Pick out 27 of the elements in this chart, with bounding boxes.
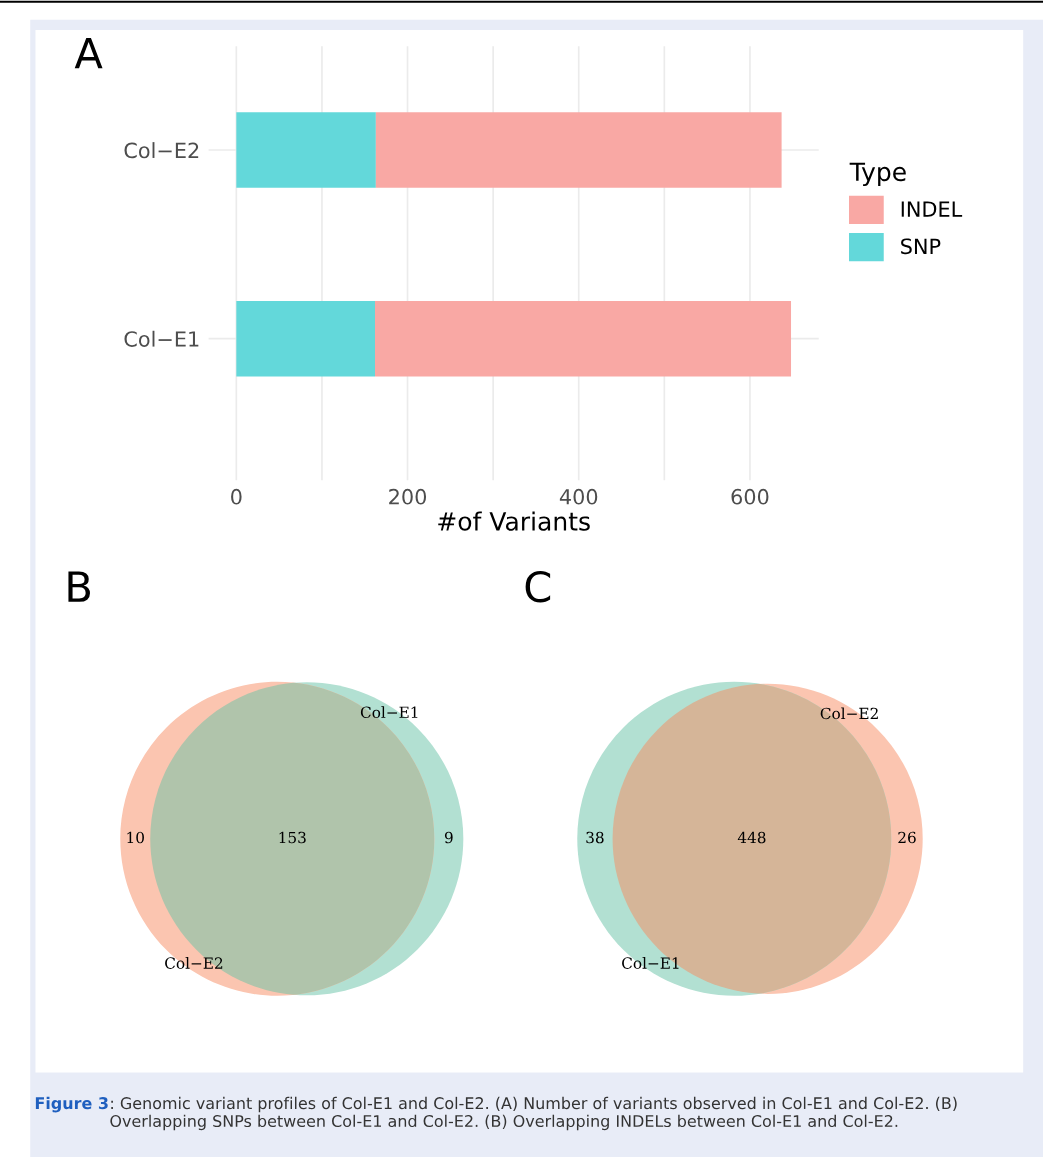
x-tick-label: 400 [559, 488, 598, 505]
bar [375, 112, 782, 188]
text: Col−E1 [622, 957, 679, 969]
x-tick-label: 600 [731, 488, 769, 505]
legend-title: Type [849, 162, 906, 187]
data-label: 9 [444, 831, 453, 844]
bar [375, 300, 792, 377]
text: Col−E1 [360, 706, 418, 719]
bar [236, 300, 376, 377]
text: C [525, 570, 551, 603]
caption: Figure 3 [35, 1096, 108, 1113]
text: Col−E2 [165, 957, 223, 969]
data-label: 448 [737, 831, 766, 844]
x-axis-title: #of Variants [438, 511, 590, 531]
x-tick-label: 0 [231, 488, 242, 505]
bar [236, 112, 376, 188]
chart-title: A [74, 37, 103, 69]
data-label: 153 [279, 831, 306, 844]
x-tick-label: 200 [389, 488, 427, 505]
legend-label: INDEL [901, 201, 963, 217]
text: B [68, 571, 90, 602]
text: Col−E2 [820, 707, 878, 720]
data-label: 10 [127, 831, 144, 844]
legend-label: SNP [901, 238, 941, 255]
data-label: 38 [586, 831, 604, 844]
data-label: 26 [898, 831, 916, 844]
text: : Genomic variant profiles of Col-E1 and Col-E2. (A) Number of variants observed in Col-E1 and Col-E2. (B) Overlapping SNPs between Col-E1 and Col-E2. (B) Overlapping INDELs between Col-E1 and Col-E2. [110, 1096, 957, 1131]
